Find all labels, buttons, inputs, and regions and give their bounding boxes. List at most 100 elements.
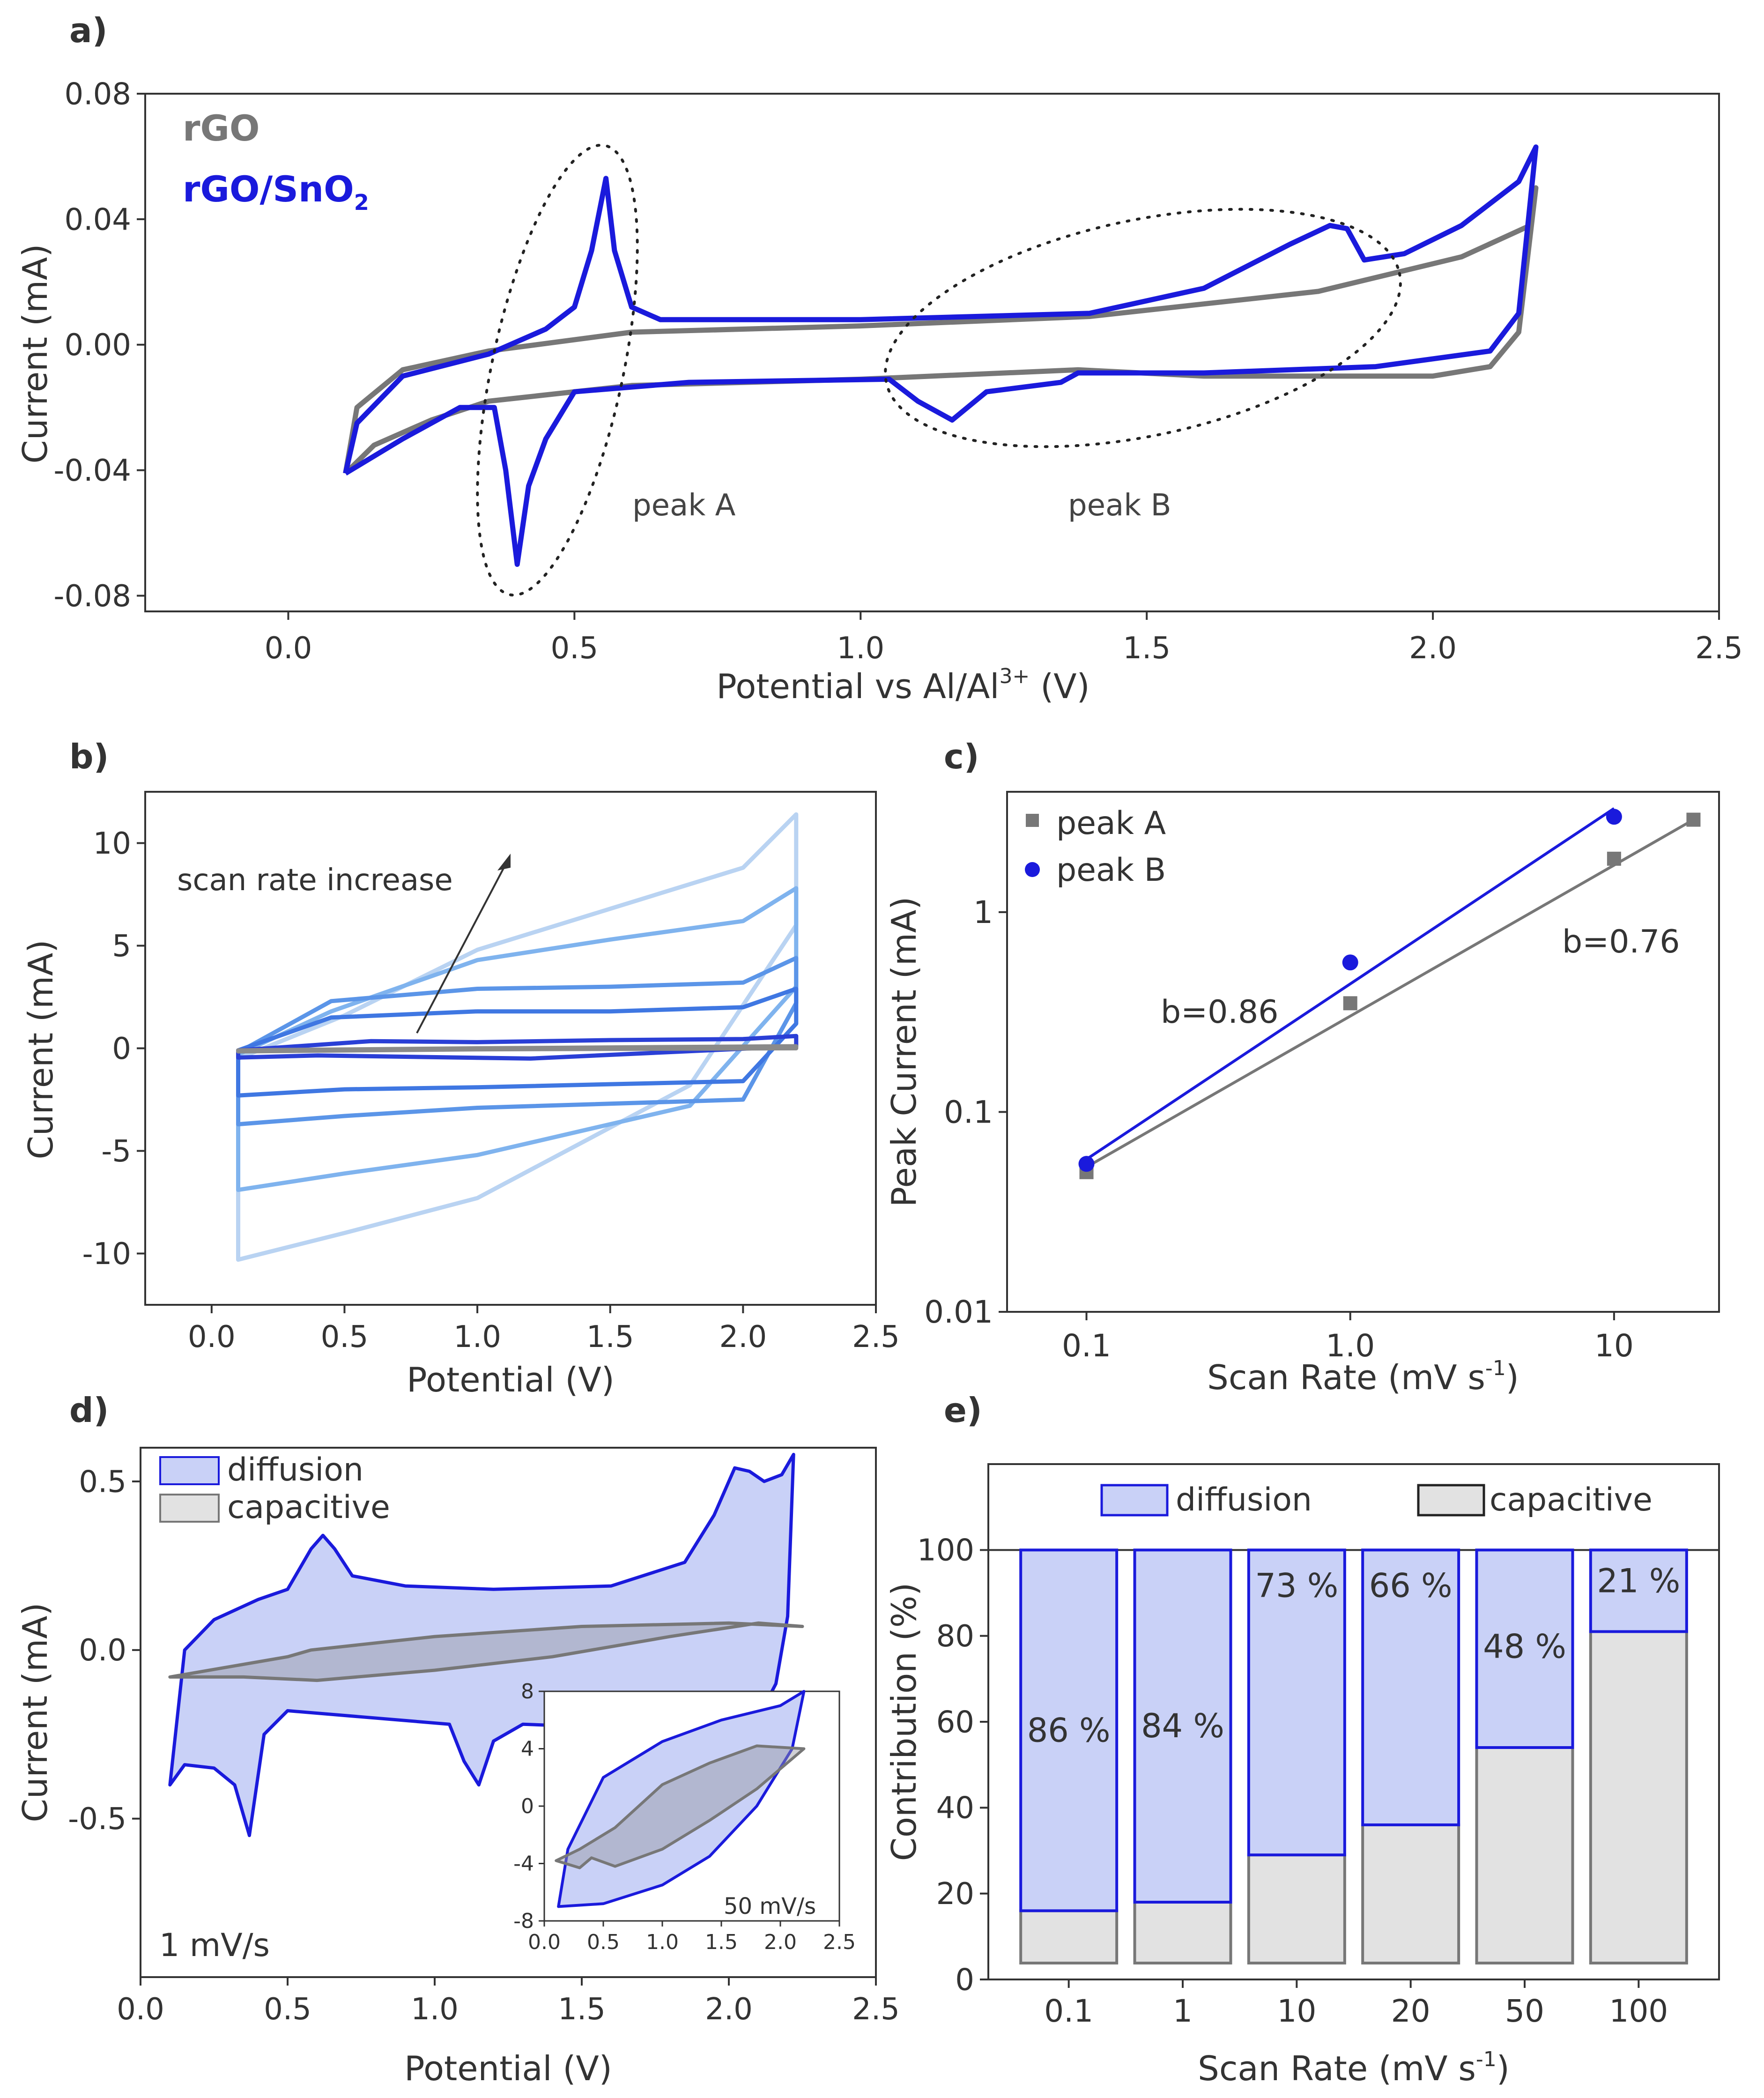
panel-e-ylabel: Contribution (%)	[884, 1583, 924, 1861]
panel-e-xtick-label: 1	[1173, 1993, 1193, 2029]
panel-c-xtick-label: 0.1	[1062, 1328, 1111, 1364]
panel-d-xtick-label: 2.0	[705, 1992, 753, 2027]
cv-cycle-2	[236, 886, 799, 1192]
panel-e-xtick-label: 0.1	[1044, 1993, 1093, 2029]
panel-a-xtick-label: 1.0	[837, 631, 884, 666]
panel-d-xtick-label: 0.0	[117, 1992, 164, 2027]
panel-a: a) 0.0 0.5 1.0 1.5 2.0 2.5 0.08 0.04 0.00 -0.04 -0…	[15, 11, 1743, 706]
capacitive-bar-100	[1589, 1630, 1688, 1964]
inset-ytick-label: 4	[521, 1737, 534, 1761]
panel-b-xtick-label: 1.0	[453, 1320, 501, 1354]
panel-e-label: e)	[944, 1391, 982, 1430]
peak-a-ellipse	[476, 143, 639, 597]
inset-capacitive-area	[555, 1744, 806, 1869]
panel-b-ytick-label: 0	[112, 1032, 131, 1066]
panel-c-ylabel: Peak Current (mA)	[884, 897, 924, 1207]
panel-e-xlabel: Scan Rate (mV s-1)	[1198, 2047, 1510, 2088]
legend-capacitive-swatch	[159, 1494, 220, 1523]
panel-a-ytick-label: 0.00	[65, 328, 132, 363]
panel-e: e) 100 80 60 40 20 0 86 % 0.1 84 % 1 73 % 10 66 % 20…	[884, 1391, 1720, 2088]
panel-a-ytick-label: -0.04	[53, 454, 131, 488]
panel-d-inset: 0.0 0.5 1.0 1.5 2.0 2.5 8 4 0 -4 -8 50 mV/s	[513, 1680, 856, 1954]
inset-xtick-label: 0.5	[587, 1930, 620, 1954]
panel-a-xtick-label: 1.5	[1123, 631, 1171, 666]
diffusion-bar-10	[1247, 1548, 1346, 1857]
rgo-cv-curve	[343, 185, 1539, 476]
inset-ytick-label: -8	[513, 1909, 534, 1933]
panel-e-ytick-label: 0	[955, 1963, 974, 1997]
panel-b-xtick-label: 2.0	[719, 1320, 767, 1354]
capacitive-bar-20	[1361, 1823, 1460, 1964]
panel-b-ylabel: Current (mA)	[21, 940, 60, 1160]
cv-cycle-6	[236, 1044, 799, 1054]
panel-e-bars: 86 % 0.1 84 % 1 73 % 10 66 % 20 48 % 50 21 % 100	[1019, 1548, 1688, 2029]
panel-b: b) 0.0 0.5 1.0 1.5 2.0 2.5 10 5 0 -5 -10 scan rate…	[21, 737, 900, 1399]
panel-a-ytick-label: -0.08	[53, 579, 131, 614]
inset-scan-rate-label: 50 mV/s	[724, 1893, 816, 1919]
peak-a-point	[1343, 996, 1357, 1011]
diffusion-bar-1	[1133, 1548, 1232, 1904]
fit-label-peak-b: b=0.86	[1161, 994, 1279, 1031]
scan-rate-arrow	[416, 862, 508, 1034]
panel-d-label: d)	[69, 1391, 109, 1430]
legend-rgo: rGO	[183, 107, 259, 149]
capacitive-bar-50	[1475, 1746, 1574, 1964]
panel-d: d) 0.0 0.5 1.0 1.5 2.0 2.5 0.5 0.0 -0.5 diffusio…	[15, 1391, 900, 2088]
inset-ytick-label: 8	[521, 1680, 534, 1704]
inset-xtick-label: 1.0	[646, 1930, 679, 1954]
diffusion-bar-20	[1361, 1548, 1460, 1826]
cv-cycle-4	[236, 987, 799, 1098]
diffusion-percent-label: 66 %	[1369, 1566, 1453, 1605]
legend-diffusion-swatch	[159, 1456, 220, 1485]
peak-b-point	[1078, 1156, 1095, 1172]
peak-b-point	[1342, 954, 1358, 971]
panel-d-xtick-label: 1.5	[558, 1992, 606, 2027]
inset-diffusion-area	[557, 1690, 806, 1908]
legend-rgo-sno2: rGO/SnO2	[183, 168, 369, 215]
scan-rate-increase-label: scan rate increase	[177, 863, 453, 898]
legend-diffusion-swatch-e	[1100, 1484, 1169, 1517]
panel-d-frame	[140, 1447, 877, 1978]
panel-e-xtick-label: 20	[1391, 1993, 1430, 2029]
scan-rate-arrowhead	[497, 854, 511, 870]
panel-d-xtick-label: 1.0	[411, 1992, 459, 2027]
panel-e-ytick-label: 40	[936, 1791, 974, 1826]
panel-a-frame	[144, 93, 1720, 612]
diffusion-bar-50	[1475, 1548, 1574, 1749]
legend-peak-a-label: peak A	[1056, 805, 1166, 842]
legend-peak-b-label: peak B	[1056, 852, 1166, 889]
peak-b-label: peak B	[1068, 488, 1171, 523]
panel-e-ytick-label: 20	[936, 1877, 974, 1912]
capacitive-bar-1	[1133, 1901, 1232, 1964]
panel-c: c) 0.1 1.0 10 1 0.1 0.01 peak A peak B b=0.86…	[884, 737, 1720, 1397]
inset-xtick-label: 2.0	[764, 1930, 797, 1954]
legend-diffusion-label-e: diffusion	[1176, 1481, 1312, 1518]
inset-ytick-label: 0	[521, 1794, 534, 1818]
legend-peak-b-marker	[1025, 862, 1040, 877]
cv-cycle-3	[236, 956, 799, 1127]
panel-d-ytick-label: -0.5	[68, 1802, 126, 1837]
panel-a-xlabel: Potential vs Al/Al3+ (V)	[716, 664, 1090, 706]
capacitive-bar-0.1	[1019, 1909, 1119, 1964]
panel-e-ytick-label: 60	[936, 1705, 974, 1740]
inset-ytick-label: -4	[513, 1852, 534, 1876]
inset-xtick-label: 0.0	[528, 1930, 561, 1954]
panel-b-xtick-label: 0.5	[321, 1320, 369, 1354]
peak-b-point	[1606, 809, 1622, 825]
panel-a-xtick-label: 0.5	[550, 631, 598, 666]
panel-d-xtick-label: 0.5	[264, 1992, 311, 2027]
panel-c-xlabel: Scan Rate (mV s-1)	[1207, 1356, 1519, 1397]
diffusion-bar-100	[1589, 1548, 1688, 1633]
panel-e-ytick-label: 80	[936, 1619, 974, 1654]
panel-b-xtick-label: 2.5	[852, 1320, 900, 1354]
panel-e-ytick-label: 100	[917, 1533, 974, 1568]
diffusion-percent-label: 84 %	[1141, 1707, 1224, 1745]
peak-a-label: peak A	[632, 488, 736, 523]
panel-a-ytick-label: 0.08	[65, 77, 132, 112]
panel-b-ytick-label: -5	[101, 1134, 131, 1169]
legend-diffusion-label: diffusion	[227, 1451, 363, 1488]
diffusion-bar-0.1	[1019, 1548, 1119, 1912]
diffusion-percent-label: 73 %	[1255, 1566, 1338, 1605]
panel-a-ytick-label: 0.04	[65, 202, 132, 237]
